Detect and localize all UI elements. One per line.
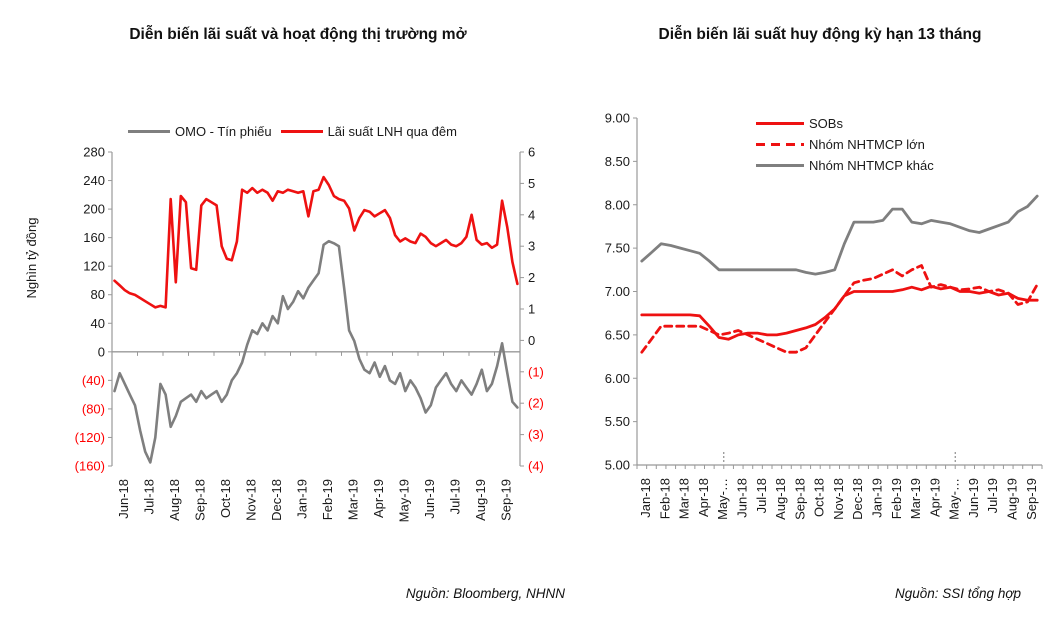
svg-text:Jan-19: Jan-19 [870,478,885,518]
svg-text:Jun-19: Jun-19 [966,478,981,518]
svg-text:Sep-18: Sep-18 [193,479,208,521]
svg-text:Apr-19: Apr-19 [927,478,942,517]
deposit-rate-13m-chart: 9.00 8.50 8.00 7.50 7.00 6.50 6.00 5.50 5.00 Jan-… [605,111,1043,520]
legend-item-overnight-rate: Lãi suất LNH qua đêm [280,124,457,139]
legend-item-nhtmcp-khac: Nhóm NHTMCP khác [756,158,934,173]
legend-label-overnight-rate: Lãi suất LNH qua đêm [327,124,457,139]
svg-text:0: 0 [98,344,105,359]
svg-text:Feb-18: Feb-18 [657,478,672,519]
svg-text:Dec-18: Dec-18 [850,478,865,520]
svg-text:Sep-19: Sep-19 [1024,478,1039,520]
svg-text:May-…: May-… [947,478,962,520]
svg-text:Jul-19: Jul-19 [448,479,463,514]
svg-text:May-…: May-… [715,478,730,520]
svg-text:(120): (120) [75,430,105,445]
svg-text:Dec-18: Dec-18 [269,479,284,521]
svg-text:Oct-18: Oct-18 [812,478,827,517]
svg-text:Apr-19: Apr-19 [371,479,386,518]
svg-text:(160): (160) [75,459,105,474]
svg-text:Aug-18: Aug-18 [773,478,788,520]
svg-text:Nov-18: Nov-18 [831,478,846,520]
svg-text:(80): (80) [82,401,105,416]
svg-text:Jun-18: Jun-18 [735,478,750,518]
svg-text:6.50: 6.50 [605,327,630,342]
svg-text:5: 5 [528,176,535,191]
svg-text:(4): (4) [528,459,544,474]
omo-interest-rate-chart: 28024020016012080400(40)(80)(120)(160)65… [24,145,544,523]
svg-text:(1): (1) [528,364,544,379]
svg-text:200: 200 [83,202,105,217]
svg-text:Feb-19: Feb-19 [320,479,335,520]
legend-label-omo: OMO - Tín phiếu [175,124,272,139]
svg-text:Aug-18: Aug-18 [167,479,182,521]
svg-text:7.00: 7.00 [605,284,630,299]
svg-text:Jun-18: Jun-18 [116,479,131,519]
svg-text:8.00: 8.00 [605,197,630,212]
right-chart-title: Diễn biến lãi suất huy động kỳ hạn 13 th… [658,26,982,43]
left-chart-source: Nguồn: Bloomberg, NHNN [405,586,565,601]
legend-item-sobs: SOBs [756,116,934,131]
svg-text:Aug-19: Aug-19 [1005,478,1020,520]
right-chart-legend: SOBs Nhóm NHTMCP lớn Nhóm NHTMCP khác [756,116,934,173]
svg-text:40: 40 [91,316,105,331]
legend-label-sobs: SOBs [809,116,843,131]
svg-text:6: 6 [528,145,535,160]
legend-item-nhtmcp-lon: Nhóm NHTMCP lớn [756,137,934,152]
svg-text:Feb-19: Feb-19 [889,478,904,519]
omo-line-swatch-icon [128,130,170,133]
sobs-line-swatch-icon [756,122,804,125]
svg-text:Jan-19: Jan-19 [295,479,310,519]
svg-text:2: 2 [528,270,535,285]
left-chart-legend: OMO - Tín phiếu Lãi suất LNH qua đêm [128,124,457,139]
svg-text:9.00: 9.00 [605,111,630,126]
svg-text:0: 0 [528,333,535,348]
svg-text:Apr-18: Apr-18 [696,478,711,517]
svg-text:5.00: 5.00 [605,458,630,473]
svg-text:120: 120 [83,259,105,274]
svg-text:Jul-19: Jul-19 [985,478,1000,513]
svg-text:Mar-19: Mar-19 [346,479,361,520]
svg-text:Sep-19: Sep-19 [499,479,514,521]
svg-text:Jul-18: Jul-18 [754,478,769,513]
svg-text:May-19: May-19 [397,479,412,522]
nhtmcp-lon-line-swatch-icon [756,142,804,147]
nhtmcp-khac-line-swatch-icon [756,164,804,167]
svg-text:6.00: 6.00 [605,371,630,386]
right-chart-source: Nguồn: SSI tổng hợp [895,586,1021,601]
legend-label-nhtmcp-lon: Nhóm NHTMCP lớn [809,137,925,152]
svg-text:8.50: 8.50 [605,154,630,169]
left-chart-title: Diễn biến lãi suất và hoạt động thị trườ… [129,26,467,43]
svg-text:Mar-18: Mar-18 [677,478,692,519]
svg-text:Mar-19: Mar-19 [908,478,923,519]
overnight-rate-line-swatch-icon [280,130,323,133]
svg-text:(3): (3) [528,427,544,442]
svg-text:240: 240 [83,173,105,188]
svg-text:Oct-18: Oct-18 [218,479,233,518]
svg-text:5.50: 5.50 [605,414,630,429]
svg-text:(2): (2) [528,396,544,411]
svg-text:4: 4 [528,207,535,222]
legend-item-omo: OMO - Tín phiếu [128,124,272,139]
svg-text:Jan-18: Jan-18 [638,478,653,518]
svg-text:(40): (40) [82,373,105,388]
svg-text:Sep-18: Sep-18 [792,478,807,520]
svg-text:280: 280 [83,145,105,160]
svg-text:80: 80 [91,287,105,302]
svg-text:Nghìn tỷ đồng: Nghìn tỷ đồng [24,218,39,299]
svg-text:3: 3 [528,239,535,254]
svg-text:1: 1 [528,302,535,317]
svg-text:Aug-19: Aug-19 [473,479,488,521]
svg-text:7.50: 7.50 [605,241,630,256]
svg-text:Nov-18: Nov-18 [244,479,259,521]
legend-label-nhtmcp-khac: Nhóm NHTMCP khác [809,158,934,173]
svg-text:Jul-18: Jul-18 [142,479,157,514]
svg-text:160: 160 [83,230,105,245]
svg-text:Jun-19: Jun-19 [422,479,437,519]
